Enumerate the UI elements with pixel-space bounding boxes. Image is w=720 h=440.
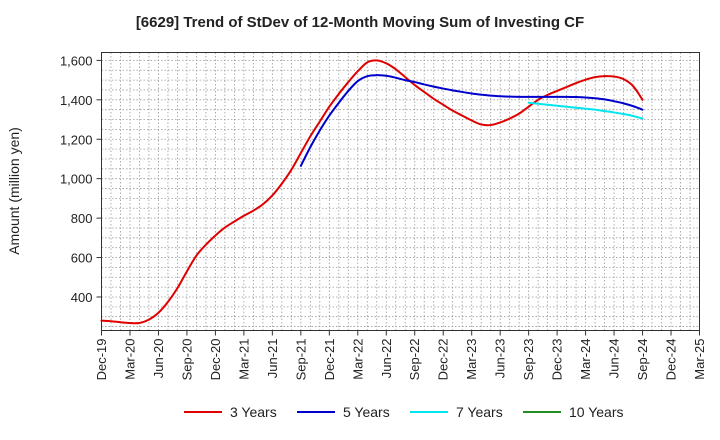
x-tick-label: Mar-24 bbox=[578, 339, 593, 380]
y-tick-label: 400 bbox=[71, 290, 93, 305]
x-axis-ticks: Dec-19 Mar-20 Jun-20 Sep-20 Dec-20 Mar-21 Jun-… bbox=[94, 330, 707, 381]
plot-frame bbox=[101, 52, 700, 331]
legend-label-10-years: 10 Years bbox=[569, 404, 624, 420]
legend-label-7-years: 7 Years bbox=[456, 404, 503, 420]
y-tick-label: 1,000 bbox=[60, 172, 93, 187]
x-tick-label: Jun-24 bbox=[607, 339, 622, 379]
legend-item-7-years[interactable]: 7 Years bbox=[410, 404, 503, 420]
grid-lines bbox=[101, 52, 700, 331]
x-tick-label: Jun-23 bbox=[493, 339, 508, 379]
legend-swatch-3-years bbox=[184, 411, 222, 413]
legend-item-5-years[interactable]: 5 Years bbox=[297, 404, 390, 420]
x-tick-label: Sep-21 bbox=[293, 339, 308, 381]
y-tick-label: 800 bbox=[71, 211, 93, 226]
x-tick-label: Sep-22 bbox=[407, 339, 422, 381]
x-tick-label: Sep-20 bbox=[179, 339, 194, 381]
plot-series bbox=[100, 59, 644, 325]
legend-item-10-years[interactable]: 10 Years bbox=[523, 404, 624, 420]
x-tick-label: Sep-24 bbox=[635, 339, 650, 381]
series-line-7-years bbox=[527, 101, 644, 120]
legend-label-3-years: 3 Years bbox=[230, 404, 277, 420]
x-tick-label: Dec-24 bbox=[664, 339, 679, 381]
y-axis-label: Amount (million yen) bbox=[6, 127, 22, 255]
x-tick-label: Mar-20 bbox=[122, 339, 137, 380]
legend-label-5-years: 5 Years bbox=[343, 404, 390, 420]
x-tick-label: Dec-19 bbox=[94, 339, 109, 381]
x-tick-label: Jun-20 bbox=[151, 339, 166, 379]
x-tick-label: Jun-22 bbox=[379, 339, 394, 379]
x-tick-label: Dec-22 bbox=[436, 339, 451, 381]
series-line-3-years bbox=[100, 59, 644, 325]
x-tick-label: Mar-22 bbox=[350, 339, 365, 380]
y-tick-label: 1,200 bbox=[60, 132, 93, 147]
x-tick-label: Mar-25 bbox=[692, 339, 707, 380]
x-tick-label: Dec-21 bbox=[322, 339, 337, 381]
series-line-5-years bbox=[299, 74, 644, 167]
x-tick-label: Dec-23 bbox=[550, 339, 565, 381]
legend-item-3-years[interactable]: 3 Years bbox=[184, 404, 277, 420]
x-tick-label: Dec-20 bbox=[208, 339, 223, 381]
y-tick-label: 1,600 bbox=[60, 53, 93, 68]
legend-swatch-10-years bbox=[523, 411, 561, 413]
legend: 3 Years 5 Years 7 Years 10 Years bbox=[0, 404, 720, 426]
legend-swatch-7-years bbox=[410, 411, 448, 413]
chart-title: [6629] Trend of StDev of 12-Month Moving… bbox=[135, 14, 585, 31]
y-axis-ticks: 400 600 800 1,000 1,200 1,400 1,600 bbox=[60, 53, 102, 305]
y-tick-label: 600 bbox=[71, 251, 93, 266]
legend-swatch-5-years bbox=[297, 411, 335, 413]
y-tick-label: 1,400 bbox=[60, 93, 93, 108]
x-tick-label: Sep-23 bbox=[521, 339, 536, 381]
x-tick-label: Mar-21 bbox=[236, 339, 251, 380]
x-tick-label: Mar-23 bbox=[464, 339, 479, 380]
x-tick-label: Jun-21 bbox=[265, 339, 280, 379]
